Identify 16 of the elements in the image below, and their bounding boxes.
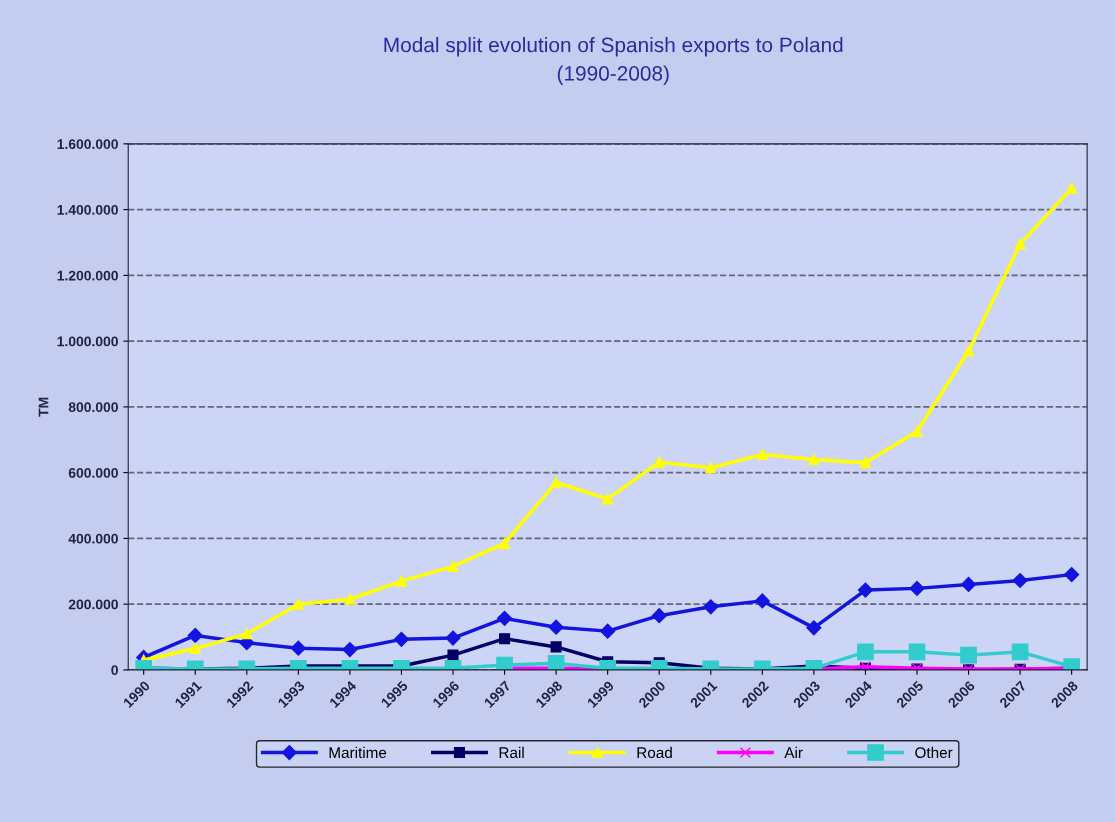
y-tick-label: 800.000 [68,402,118,413]
y-tick-label: 1.000.000 [57,336,118,347]
y-tick-label: 400.000 [68,533,118,544]
legend-label: Other [915,746,953,759]
y-axis-title: TM [38,397,49,417]
y-tick-label: 200.000 [68,599,118,610]
y-tick-label: 1.400.000 [57,204,118,215]
legend-label: Air [784,746,803,758]
y-tick-label: 1.200.000 [57,270,118,281]
y-tick-label: 600.000 [68,467,118,478]
legend-label: Road [637,746,672,759]
y-tick-label: 0 [111,665,118,676]
chart-title: Modal split evolution of Spanish exports to Poland (1990-2008) [384,36,843,85]
legend-label: Rail [499,746,524,759]
legend-label: Maritime [329,746,387,759]
y-tick-label: 1.600.000 [57,139,118,150]
